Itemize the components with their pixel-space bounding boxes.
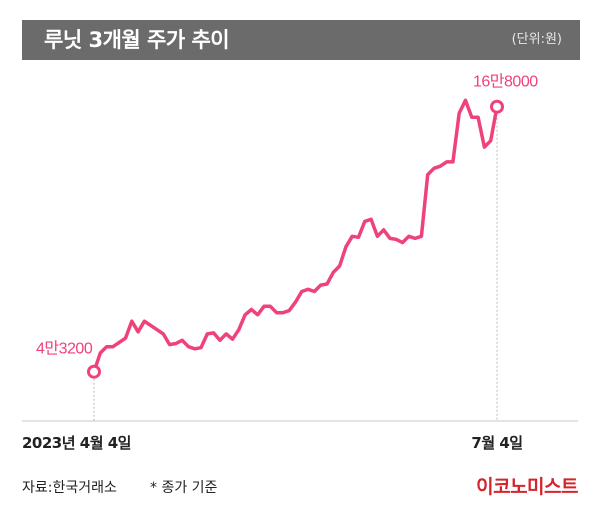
source-note: 자료:한국거래소 — [22, 480, 117, 496]
chart-title: 루닛 3개월 주가 추이 — [44, 28, 230, 52]
end-point — [490, 99, 504, 114]
price-line — [92, 98, 499, 374]
end-value-label: 16만8000 — [473, 73, 538, 91]
closing-price-note: * 종가 기준 — [150, 480, 218, 496]
economist-logo: 이코노미스트 — [476, 476, 578, 498]
x-start-label: 2023년 4월 4일 — [22, 434, 131, 452]
x-end-label: 7월 4일 — [471, 434, 522, 452]
title-bar: 루닛 3개월 주가 추이 (단위:원) — [22, 20, 580, 60]
unit-label: (단위:원) — [511, 32, 562, 47]
start-point — [87, 364, 101, 379]
start-value-label: 4만3200 — [36, 340, 93, 358]
